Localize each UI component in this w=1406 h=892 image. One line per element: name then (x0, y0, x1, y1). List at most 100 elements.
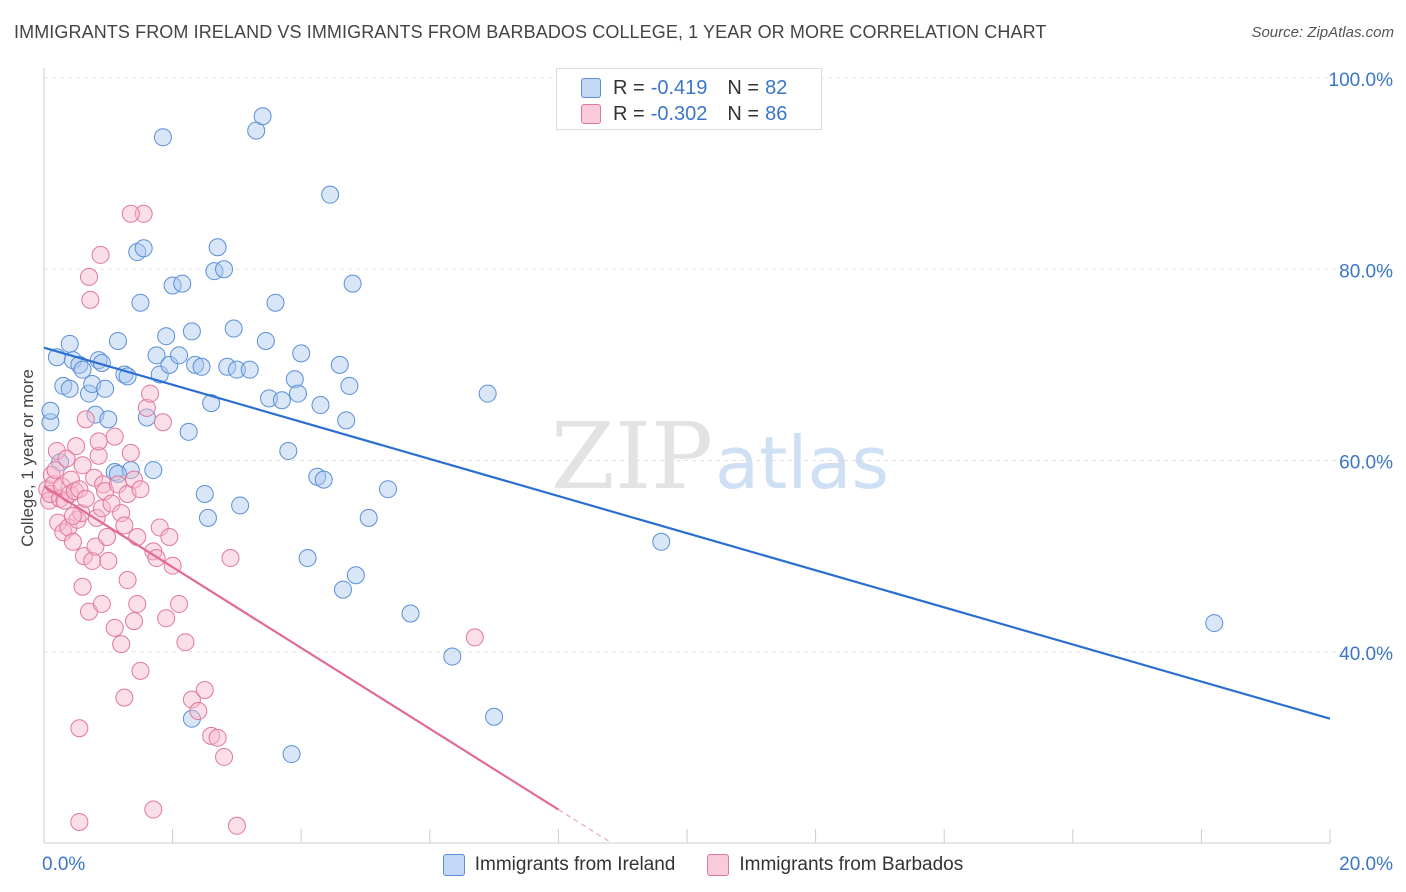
r-label: R = (613, 76, 645, 99)
barbados-point (157, 609, 176, 628)
barbados-point (125, 612, 144, 631)
ireland-point (401, 604, 420, 623)
barbados-point (49, 513, 68, 532)
ireland-point (96, 379, 115, 398)
ireland-point (60, 334, 79, 353)
ireland-point (160, 355, 179, 374)
ireland-point (179, 422, 198, 441)
ireland-point (170, 346, 189, 365)
barbados-point (54, 523, 73, 542)
ireland-point (208, 238, 227, 257)
barbados-point (63, 506, 82, 525)
barbados-point (83, 551, 102, 570)
ireland-point (60, 379, 79, 398)
ireland-point (272, 391, 291, 410)
barbados-point (141, 384, 160, 403)
stats-legend: R = -0.419 N = 82 R = -0.302 N = 86 (556, 68, 822, 130)
n-label: N = (727, 102, 760, 125)
ireland-point (266, 293, 285, 312)
barbados-point (73, 577, 92, 596)
barbados-trend-line (43, 485, 559, 811)
barbados-point (99, 551, 118, 570)
barbados-point (102, 494, 121, 513)
ireland-point (186, 355, 205, 374)
y-tick-label: 100.0% (1329, 70, 1394, 91)
ireland-point (478, 384, 497, 403)
barbados-point (465, 628, 484, 647)
barbados-point (137, 398, 156, 417)
watermark-zip: ZIP (551, 403, 713, 510)
ireland-point (173, 274, 192, 293)
y-tick-label: 80.0% (1339, 261, 1393, 282)
barbados-point (105, 427, 124, 446)
ireland-swatch (442, 854, 465, 876)
barbados-point (105, 618, 124, 637)
ireland-point (215, 260, 234, 279)
watermark-atlas: atlas (715, 421, 889, 505)
ireland-point (321, 185, 340, 204)
barbados-point (67, 437, 86, 456)
ireland-point (108, 464, 127, 483)
axes (43, 68, 1331, 844)
barbados-point (195, 681, 214, 699)
ireland-point (282, 745, 301, 764)
ireland-point (224, 319, 243, 338)
ireland-point (227, 360, 246, 379)
n-value: 86 (765, 102, 788, 125)
ireland-point (231, 496, 250, 515)
x-tick-label: 0.0% (42, 854, 85, 875)
barbados-trend-extension (558, 809, 611, 843)
source-label: Source: ZipAtlas.com (1251, 24, 1394, 41)
legend-item-ireland[interactable]: Immigrants from Ireland (442, 854, 675, 876)
ireland-point (298, 549, 317, 568)
barbados-point (121, 204, 140, 223)
ireland-point (279, 441, 298, 460)
barbados-swatch (707, 854, 730, 876)
barbados-point (170, 594, 189, 613)
ireland-point (311, 396, 330, 415)
ireland-point (343, 274, 362, 293)
barbados-point (46, 461, 65, 480)
barbados-point (74, 547, 93, 566)
ireland-point (288, 384, 307, 403)
legend-row-barbados: R = -0.302 N = 86 (581, 102, 787, 126)
barbados-point (215, 747, 234, 766)
ireland-point (41, 401, 60, 420)
barbados-point (221, 549, 240, 568)
barbados-point (63, 532, 82, 551)
barbados-point (144, 800, 163, 819)
ireland-point (240, 360, 259, 379)
barbados-point (85, 468, 104, 487)
barbados-point (70, 480, 89, 499)
ireland-point (314, 470, 333, 489)
legend-item-barbados[interactable]: Immigrants from Barbados (707, 854, 963, 876)
barbados-point (182, 690, 201, 709)
r-value: -0.302 (650, 102, 708, 125)
x-tick-label: 20.0% (1339, 854, 1393, 875)
ireland-point (340, 376, 359, 395)
ireland-point (485, 707, 504, 726)
barbados-point (76, 410, 95, 429)
ireland-point (99, 410, 118, 429)
barbados-point (47, 441, 66, 460)
barbados-point (227, 816, 246, 835)
ireland-point (379, 480, 398, 499)
ireland-point (73, 360, 92, 379)
barbados-point (134, 204, 153, 223)
barbados-point (128, 594, 147, 613)
ireland-point (346, 566, 365, 585)
ireland-point (157, 327, 176, 346)
ireland-point (256, 331, 275, 350)
barbados-point (89, 446, 108, 465)
ireland-point (1205, 614, 1224, 633)
barbados-point (125, 470, 144, 489)
ireland-point (192, 357, 211, 376)
y-tick-label: 40.0% (1339, 644, 1393, 665)
barbados-point (208, 728, 227, 747)
ireland-point (144, 461, 163, 480)
tick-labels: 40.0% 60.0% 80.0% 100.0% 0.0% 20.0% (42, 70, 1393, 875)
watermark: ZIP atlas (551, 403, 889, 510)
chart-title: IMMIGRANTS FROM IRELAND VS IMMIGRANTS FR… (14, 22, 1047, 42)
series-legend: Immigrants from Ireland Immigrants from … (0, 852, 1406, 878)
